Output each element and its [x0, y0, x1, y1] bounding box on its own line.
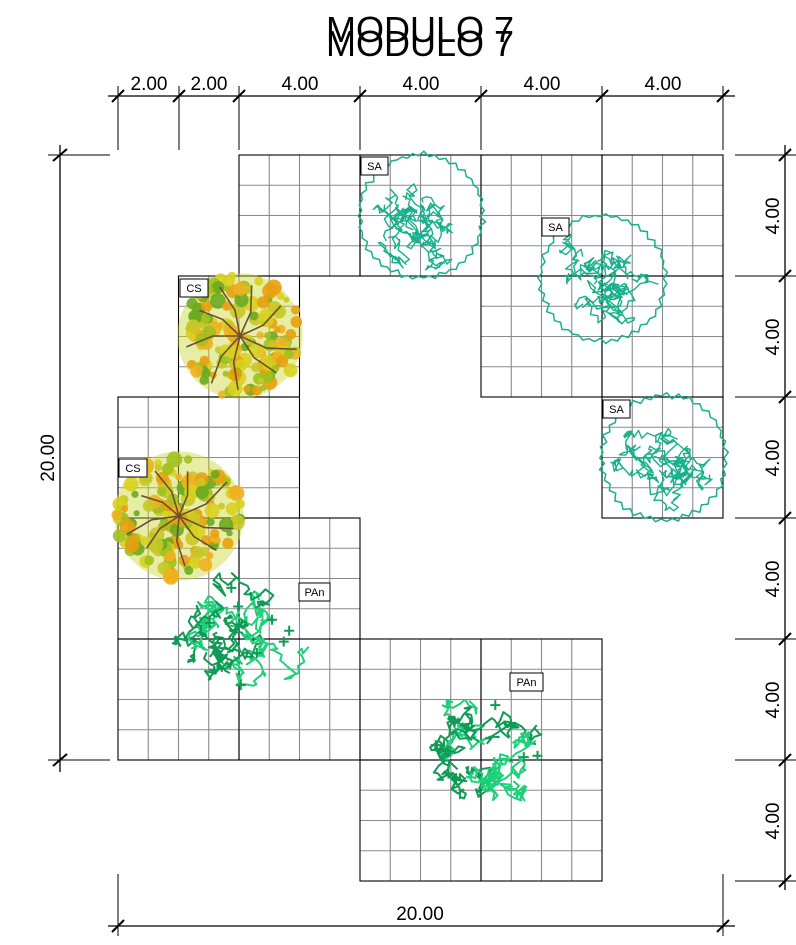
- grid-cell: [238, 638, 361, 761]
- right-dim-1: 4.00: [763, 198, 784, 235]
- right-dim-4: 4.00: [763, 561, 784, 598]
- grid-cell: [359, 638, 482, 761]
- plan-title: MODULO 7: [326, 9, 514, 50]
- plan-title-overlay: MODULO 7: [326, 23, 514, 64]
- right-dim-2: 4.00: [763, 319, 784, 356]
- tree-tag: PAn: [298, 582, 331, 602]
- grid-cell: [480, 275, 603, 398]
- bottom-total-dim: 20.00: [396, 904, 444, 925]
- tree-tag: PAn: [509, 672, 544, 692]
- left-total-dim: 20.00: [38, 434, 59, 482]
- top-dim-1: 2.00: [131, 74, 168, 95]
- tree-tag-label: SA: [367, 161, 382, 173]
- tree-tag-label: PAn: [517, 677, 537, 689]
- tree-tags: SA SA SA CS CS PAn PAn: [118, 156, 631, 692]
- top-dim-2: 2.00: [191, 74, 228, 95]
- tree-cs: [177, 271, 303, 399]
- tree-cs: [111, 451, 246, 585]
- right-dim-5: 4.00: [763, 682, 784, 719]
- top-dimension-chain: 2.00 2.00 4.00 4.00 4.00 4.00: [108, 74, 735, 150]
- tree-tag: SA: [360, 156, 389, 176]
- tree-tag-label: SA: [548, 222, 563, 234]
- top-dim-3: 4.00: [282, 74, 319, 95]
- tree-tag: CS: [179, 278, 209, 298]
- tree-tag: CS: [118, 458, 148, 478]
- tree-tag-label: CS: [125, 463, 140, 475]
- tree-tag-label: CS: [186, 283, 201, 295]
- right-dimension-chain: 4.00 4.00 4.00 4.00 4.00 4.00: [735, 145, 796, 890]
- tree-pan: [429, 699, 543, 802]
- tree-sa: [598, 391, 730, 523]
- right-dim-6: 4.00: [763, 803, 784, 840]
- trees: [111, 150, 730, 802]
- tree-tag: SA: [541, 217, 570, 237]
- tree-tag-label: PAn: [305, 587, 325, 599]
- tree-pan: [171, 572, 310, 691]
- bottom-dimension: 20.00: [108, 874, 735, 936]
- top-dim-6: 4.00: [645, 74, 682, 95]
- top-dim-4: 4.00: [403, 74, 440, 95]
- tree-tag: SA: [602, 399, 631, 419]
- left-dimension: 20.00: [38, 145, 110, 772]
- grid-cell: [238, 154, 361, 277]
- right-dim-3: 4.00: [763, 440, 784, 477]
- grid-cell: [480, 638, 603, 761]
- grid-cell: [480, 759, 603, 882]
- tree-sa: [536, 213, 669, 345]
- tree-tag-label: SA: [609, 404, 624, 416]
- top-dim-5: 4.00: [524, 74, 561, 95]
- tree-sa: [357, 150, 487, 280]
